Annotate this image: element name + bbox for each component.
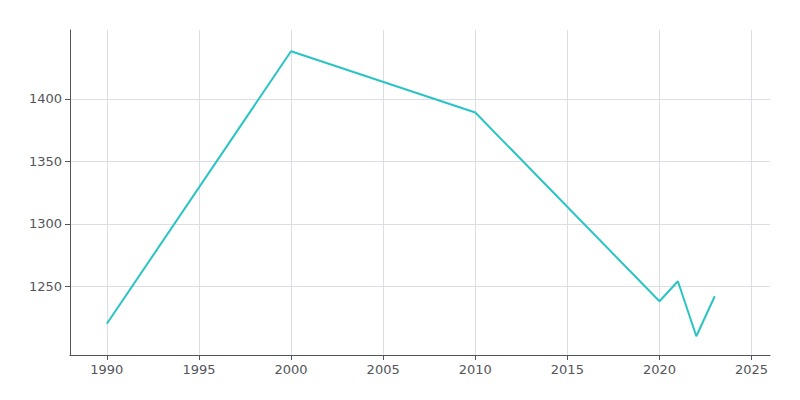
svg-text:1990: 1990 xyxy=(90,362,123,377)
svg-text:1400: 1400 xyxy=(29,91,62,106)
svg-text:1300: 1300 xyxy=(29,216,62,231)
svg-text:2000: 2000 xyxy=(275,362,308,377)
svg-text:2015: 2015 xyxy=(551,362,584,377)
svg-text:2025: 2025 xyxy=(735,362,768,377)
svg-text:1350: 1350 xyxy=(29,154,62,169)
svg-text:1995: 1995 xyxy=(182,362,215,377)
svg-text:2020: 2020 xyxy=(643,362,676,377)
svg-text:2010: 2010 xyxy=(459,362,492,377)
svg-text:1250: 1250 xyxy=(29,279,62,294)
svg-text:2005: 2005 xyxy=(367,362,400,377)
